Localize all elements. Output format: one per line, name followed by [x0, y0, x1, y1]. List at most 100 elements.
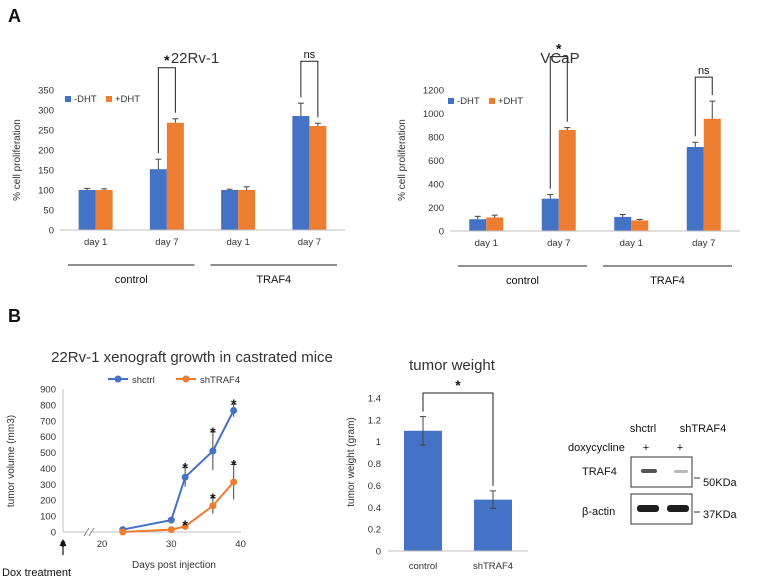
y-tick-label: 0 — [49, 226, 54, 237]
y-axis-label: tumor weight (gram) — [346, 417, 357, 506]
chart-vcap-proliferation: VCaP % cell proliferation 02004006008001… — [397, 41, 740, 287]
western-blot: shctrl shTRAF4 doxycycline + + TRAF4 50K… — [568, 423, 738, 525]
legend-label-shtraf4: shTRAF4 — [200, 375, 240, 386]
bar — [238, 190, 256, 230]
y-tick-label: 150 — [38, 166, 54, 177]
chart-title: tumor weight — [409, 357, 496, 374]
bar — [686, 146, 704, 231]
x-tick-label: day 7 — [547, 238, 570, 249]
bar — [541, 198, 559, 231]
y-tick-label: 900 — [40, 385, 56, 396]
bars — [78, 116, 327, 230]
y-tick-label: 0 — [51, 528, 56, 539]
lane-label-shctrl: shctrl — [630, 423, 656, 435]
significance-star: * — [231, 456, 237, 472]
y-tick-label: 0 — [376, 547, 381, 558]
legend-label-dht-minus: -DHT — [457, 96, 480, 107]
significance-brackets: * ns — [157, 49, 319, 154]
x-tick-label: control — [409, 561, 438, 572]
protein-label-actin: β-actin — [582, 506, 615, 518]
bar — [149, 169, 167, 230]
x-tick-label: day 7 — [692, 238, 715, 249]
marker-label-50: 50KDa — [703, 477, 738, 489]
legend-label-dht-minus: -DHT — [74, 94, 97, 105]
legend-swatch-dht-plus — [489, 98, 495, 104]
significance-label: * — [556, 41, 562, 57]
data-point — [230, 478, 238, 486]
group-labels: control TRAF4 — [68, 264, 337, 286]
y-ticks: 0 0.2 0.4 0.6 0.8 1 1.2 1.4 — [368, 394, 381, 558]
bar — [78, 190, 96, 230]
y-ticks: 0 200 400 600 800 1000 1200 — [423, 86, 444, 238]
y-tick-label: 1.2 — [368, 415, 381, 426]
significance-brackets: * ns — [549, 41, 713, 189]
x-tick-label: day 1 — [84, 237, 107, 248]
y-tick-label: 200 — [40, 496, 56, 507]
x-tick-label: shTRAF4 — [473, 561, 513, 572]
bar — [614, 216, 632, 231]
y-tick-label: 800 — [40, 400, 56, 411]
y-tick-label: 200 — [428, 203, 444, 214]
bar — [221, 190, 239, 230]
group-label: TRAF4 — [650, 275, 685, 287]
x-axis-label: Days post injection — [132, 560, 216, 571]
y-tick-label: 100 — [40, 512, 56, 523]
x-ticks: day 1 day 7 day 1 day 7 — [450, 230, 740, 249]
significance-star: * — [182, 460, 188, 476]
y-tick-label: 400 — [40, 464, 56, 475]
group-labels: control TRAF4 — [458, 265, 732, 287]
chart-xenograft-growth: 22Rv-1 xenograft growth in castrated mic… — [2, 349, 333, 579]
significance-star: * — [231, 396, 237, 412]
significance-bracket — [157, 67, 176, 154]
dox-treatment-annotation: Dox treatment — [2, 539, 71, 579]
legend-label-dht-plus: +DHT — [115, 94, 140, 105]
series-line — [122, 409, 235, 531]
error-bars — [474, 100, 716, 221]
axis-break — [83, 527, 90, 537]
y-tick-label: 0.4 — [368, 503, 381, 514]
y-tick-label: 1 — [376, 437, 381, 448]
data-point — [119, 528, 127, 536]
lane-label-shtraf4: shTRAF4 — [680, 423, 726, 435]
legend: -DHT +DHT — [448, 96, 523, 107]
significance-bracket — [694, 76, 713, 137]
significance-label: * — [164, 52, 170, 68]
x-ticks: day 1 day 7 day 1 day 7 — [60, 229, 345, 248]
significance-label: ns — [304, 49, 316, 61]
y-tick-label: 1000 — [423, 109, 444, 120]
significance-label: * — [455, 377, 461, 393]
bar — [309, 126, 327, 230]
group-label: TRAF4 — [256, 274, 291, 286]
chart-22rv1-proliferation: 22Rv-1 % cell proliferation 0 50 100 150 200… — [12, 49, 345, 286]
x-tick-label: day 7 — [298, 237, 321, 248]
y-ticks: 0 50 100 150 200 250 300 350 — [38, 86, 54, 237]
y-tick-label: 0.2 — [368, 525, 381, 536]
bar — [558, 129, 576, 231]
x-tick-label: day 1 — [227, 237, 250, 248]
legend: -DHT +DHT — [65, 94, 140, 105]
y-tick-label: 1200 — [423, 86, 444, 97]
significance-label: ns — [698, 65, 710, 77]
significance-brackets: * — [422, 377, 494, 486]
panel-letter-a: A — [8, 6, 21, 26]
y-tick-label: 350 — [38, 86, 54, 97]
y-tick-label: 0.6 — [368, 481, 381, 492]
chart-title: 22Rv-1 — [171, 50, 219, 67]
y-tick-label: 100 — [38, 186, 54, 197]
data-point — [167, 526, 175, 534]
x-tick-label: 30 — [166, 539, 177, 550]
significance-bracket — [300, 60, 319, 118]
x-tick-label: day 7 — [155, 237, 178, 248]
y-tick-label: 50 — [43, 206, 54, 217]
x-ticks: control shTRAF4 — [388, 550, 528, 572]
y-tick-label: 700 — [40, 416, 56, 427]
bar — [703, 118, 721, 231]
legend-swatch-dht-minus — [65, 96, 71, 102]
y-tick-label: 0.8 — [368, 459, 381, 470]
bars — [404, 430, 512, 551]
y-ticks: 0 100 200 300 400 500 600 700 800 900 — [40, 385, 56, 539]
data-point — [209, 447, 217, 455]
legend-label-dht-plus: +DHT — [498, 96, 523, 107]
